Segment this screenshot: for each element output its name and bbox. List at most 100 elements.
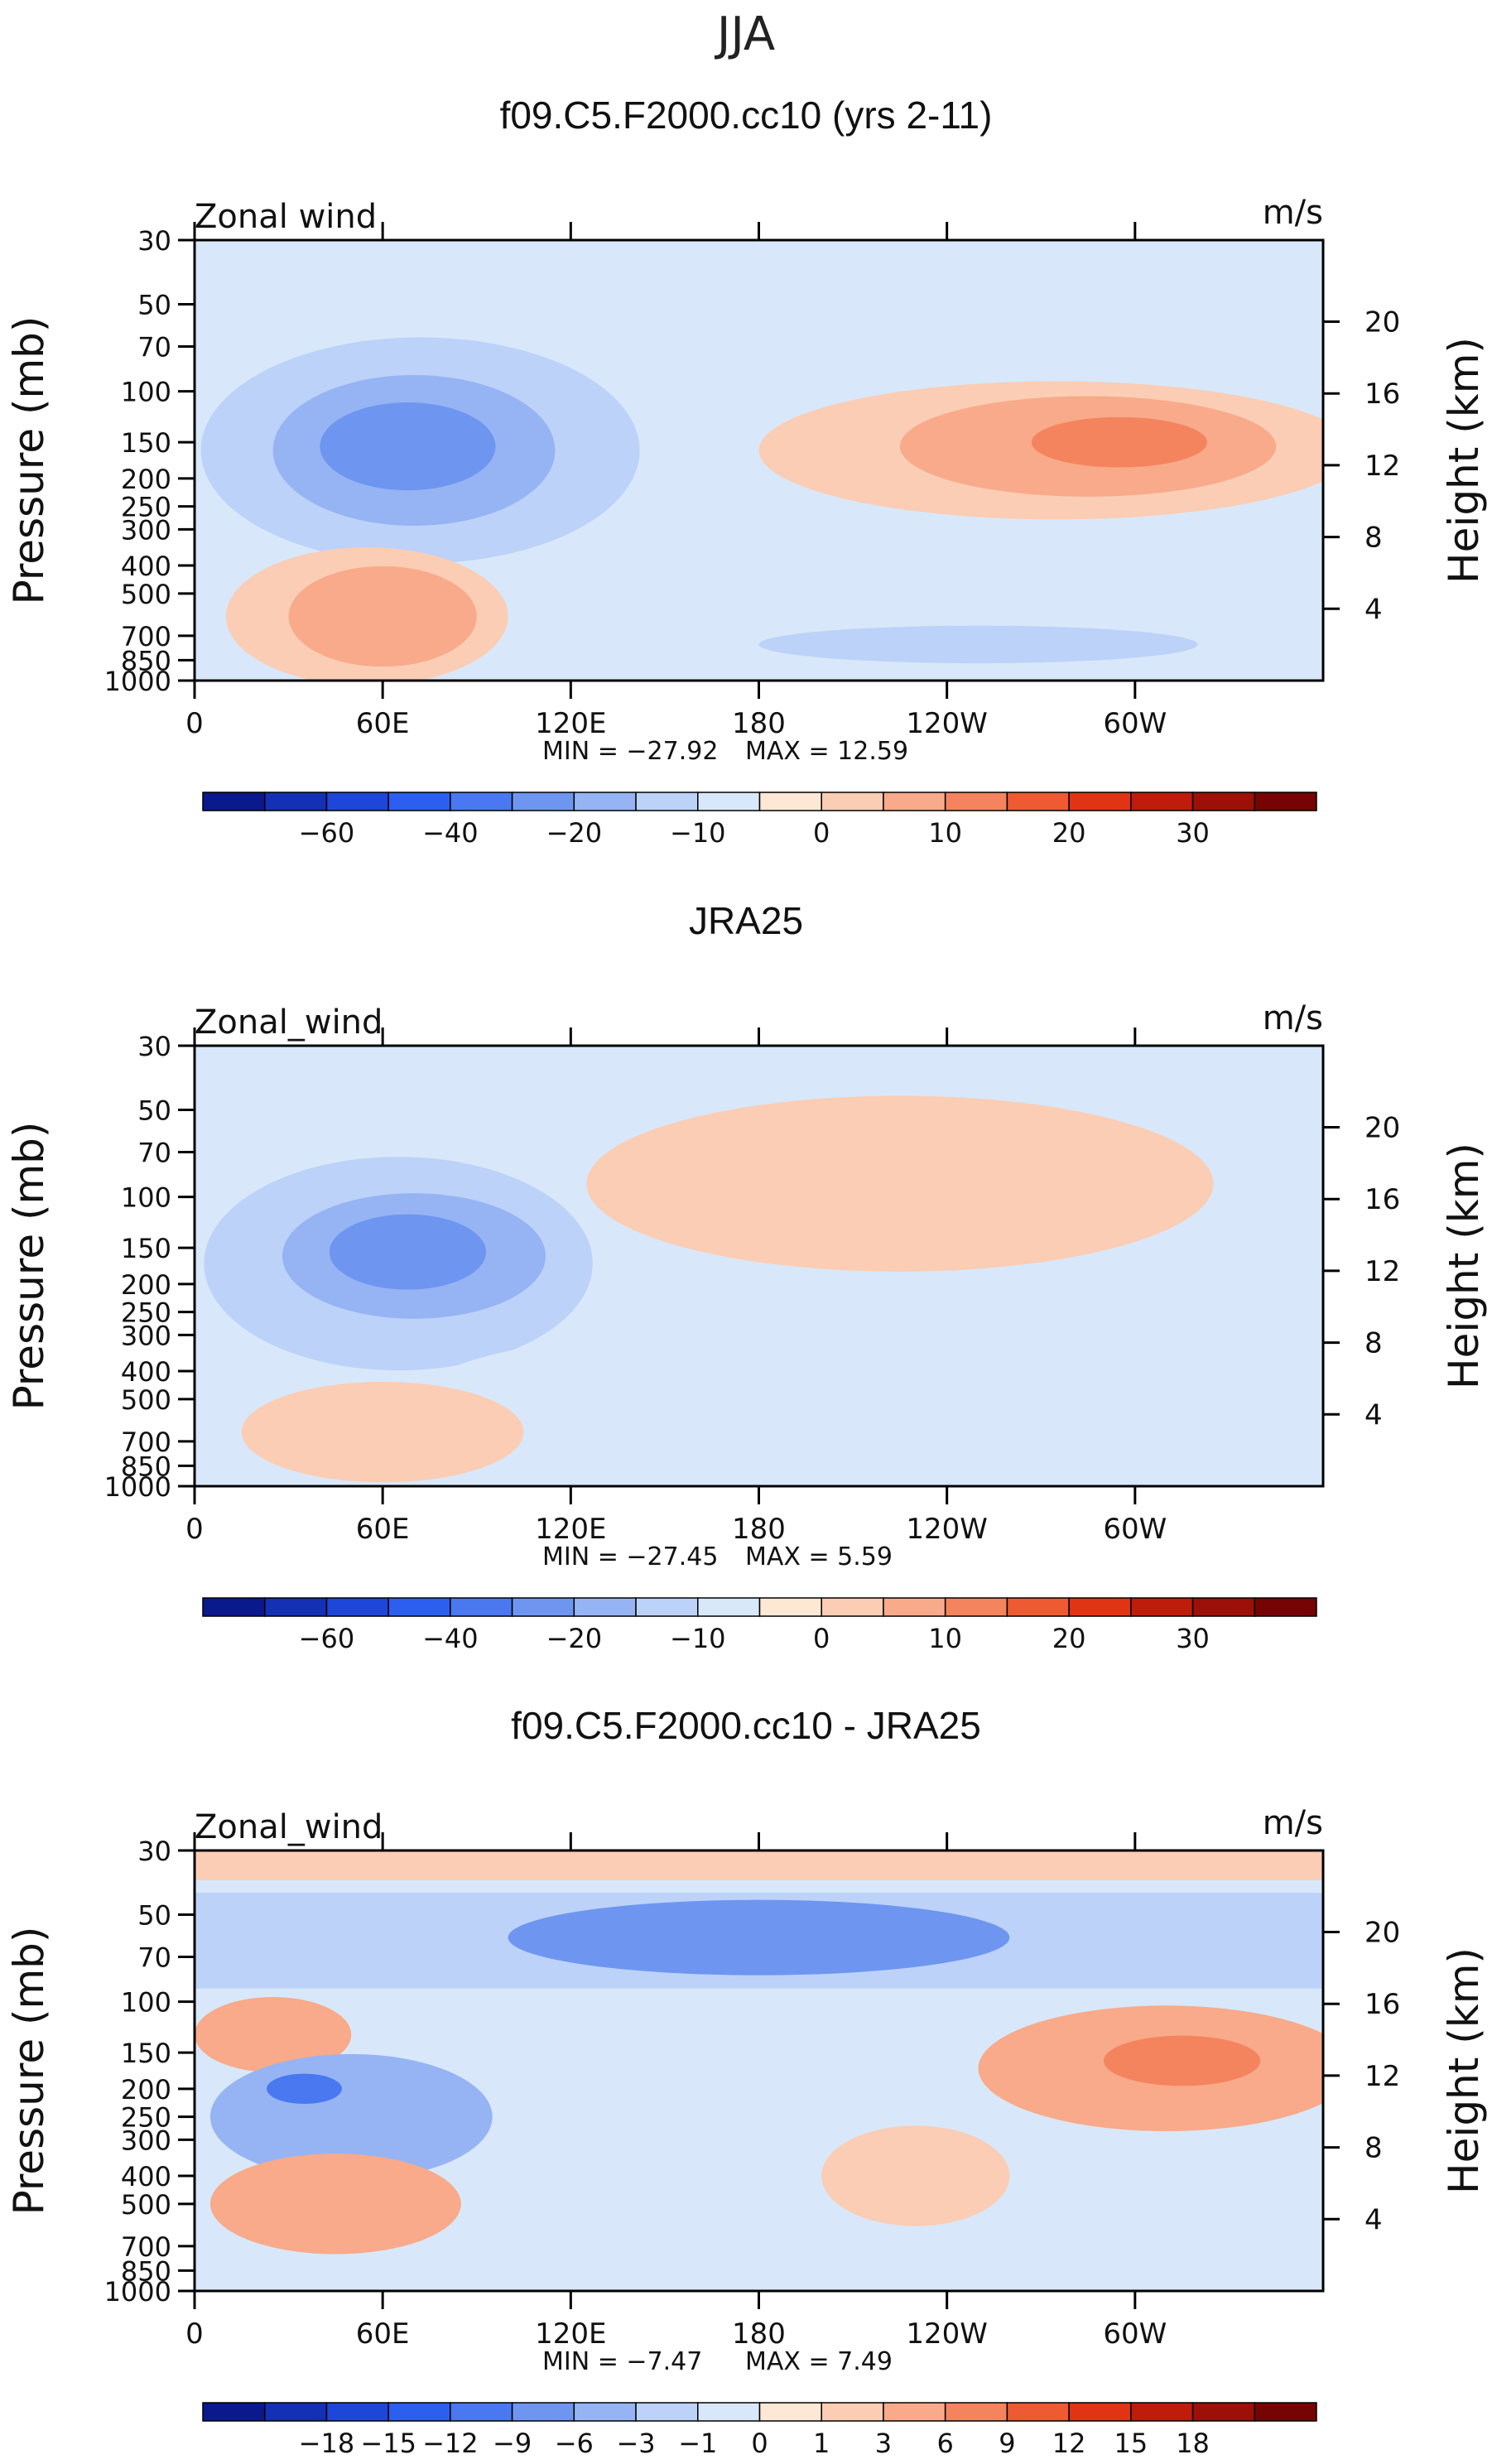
colorbar-swatch [1130,2402,1194,2422]
y-axis-title: Pressure (mb) [5,1927,53,2216]
min-label: MIN = −27.92 [542,737,718,766]
height-tick-label: 8 [1364,1327,1383,1360]
colorbar-swatch [883,1597,946,1617]
min-label: MIN = −7.47 [542,2347,702,2376]
colorbar-swatch [450,1597,513,1617]
height-tick-label: 16 [1364,378,1400,411]
y-tick-label: 1000 [104,2276,171,2308]
variable-label: Zonal_wind [195,1808,383,1846]
x-tick-label: 180 [732,707,786,740]
x-tick-label: 120E [535,1513,606,1546]
colorbar-label: −12 [422,2428,479,2459]
y-tick-label: 250 [121,2102,171,2134]
colorbar-swatch [1068,1597,1132,1617]
colorbar-swatch [1068,792,1132,811]
colorbar-label: −10 [670,817,726,849]
colorbar-swatch [1254,2402,1317,2422]
contour-tropical-easterly-low [758,625,1198,664]
y-tick-label: 70 [137,1138,171,1169]
contour-top-band [195,1046,1323,1076]
colorbar-swatch [1254,1597,1317,1617]
contour-easterly-jet-core [329,1214,487,1290]
panel-title: f09.C5.F2000.cc10 (yrs 2-11) [500,94,993,137]
y-axis-title-right: Height (km) [1440,1947,1488,2194]
colorbar-swatch [325,1597,389,1617]
y-tick-label: 1000 [104,666,171,697]
contour-upper-band [195,240,1323,347]
colorbar-label: 3 [875,2428,892,2459]
colorbar-swatch [821,2402,884,2422]
x-tick-label: 120E [535,2317,606,2351]
colorbar-swatch [325,2402,389,2422]
x-tick-label: 120W [906,707,988,740]
y-tick-label: 100 [121,377,171,408]
colorbar-swatch [883,2402,946,2422]
contour-east-positive-core [1103,2035,1261,2086]
y-tick-label: 250 [121,492,171,523]
panel-3: f09.C5.F2000.cc10 - JRA25 Zonal_wind m/s 0 6… [5,1704,1488,2459]
contour-easterly-jet-core [320,402,496,491]
x-tick-label: 60W [1103,1513,1167,1546]
height-tick-label: 4 [1364,1398,1383,1432]
season-title: JJA [715,7,775,61]
y-tick-label: 30 [137,1031,171,1062]
colorbar-label: −3 [616,2428,655,2459]
colorbar-swatch [202,1597,266,1617]
colorbar-swatch [635,2402,699,2422]
height-tick-label: 4 [1364,593,1383,626]
height-tick-label: 8 [1364,522,1383,555]
y-axis-title: Pressure (mb) [5,1122,53,1411]
y-tick-label: 700 [121,621,171,652]
contour-westerly-jet-core [1031,416,1207,468]
colorbar-label: 15 [1114,2428,1148,2459]
units-label: m/s [1263,1804,1323,1842]
colorbar-swatch [573,1597,637,1617]
y-tick-label: 500 [121,1384,171,1416]
y-tick-label: 200 [121,1269,171,1301]
max-label: MAX = 7.49 [745,2347,893,2376]
colorbar-label: −1 [678,2428,717,2459]
colorbar-label: 0 [751,2428,768,2459]
y-tick-label: 200 [121,2074,171,2105]
y-tick-label: 50 [137,1095,171,1127]
colorbar-swatch [1068,2402,1132,2422]
colorbar-swatch [697,792,761,811]
units-label: m/s [1263,194,1323,232]
colorbar-label: −6 [555,2428,594,2459]
x-tick-label: 120W [906,1513,988,1546]
y-tick-label: 30 [137,1836,171,1867]
y-tick-label: 250 [121,1297,171,1329]
colorbar-swatch [263,2402,328,2422]
y-tick-label: 850 [121,645,171,676]
colorbar-label: −10 [670,1623,726,1654]
colorbar-label: −18 [299,2428,355,2459]
y-tick-label: 700 [121,1427,171,1458]
colorbar-label: 30 [1176,1623,1210,1654]
colorbar-swatch [944,1597,1008,1617]
colorbar-swatch [758,1597,822,1617]
colorbar-label: 18 [1176,2428,1210,2459]
colorbar: −18 −15 −12 −9 −6 −3 −1 0 1 3 6 9 12 15 18 [202,2402,1317,2459]
x-tick-label: 180 [732,2317,786,2351]
colorbar-label: 0 [813,817,830,849]
colorbar-label: −20 [546,817,603,849]
colorbar-swatch [450,792,513,811]
colorbar-swatch [1191,792,1256,811]
x-tick-label: 60E [356,2317,410,2351]
colorbar-swatch [821,1597,884,1617]
y-tick-label: 300 [121,2125,171,2156]
y-tick-label: 300 [121,1320,171,1351]
y-tick-label: 50 [137,290,171,321]
x-tick-label: 180 [732,1513,786,1546]
variable-label: Zonal wind [195,198,377,236]
contour-upper-negative-core [508,1899,1010,1976]
colorbar-swatch [263,792,328,811]
height-tick-label: 4 [1364,2203,1383,2236]
contour-upper-westerly [586,1095,1214,1272]
y-axis-title-right: Height (km) [1440,1143,1488,1389]
contour-fills [195,240,1323,681]
y-tick-label: 400 [121,551,171,582]
colorbar-label: −20 [546,1623,603,1654]
y-tick-label: 70 [137,1942,171,1974]
